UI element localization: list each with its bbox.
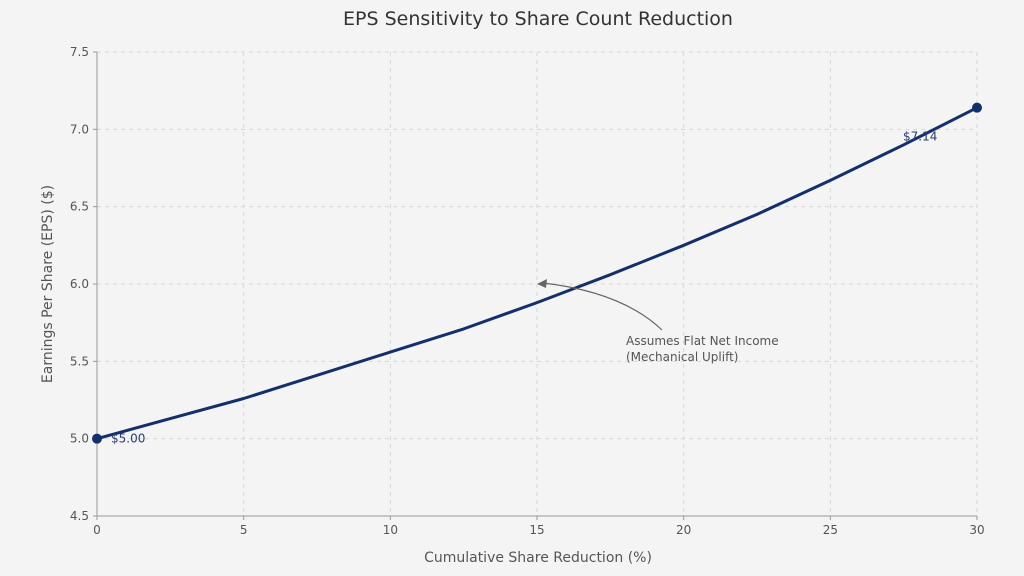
ticks: 0 5 10 15 20 25 30 4.5 5.0 5.5 6.0 6.5 7.0 7.5 <box>70 45 985 537</box>
series-layer: $5.00 $7.14 <box>92 102 982 446</box>
x-tick-label: 25 <box>823 523 838 537</box>
x-tick-label: 0 <box>93 523 101 537</box>
x-axis-label: Cumulative Share Reduction (%) <box>424 550 652 566</box>
x-tick-label: 10 <box>383 523 398 537</box>
y-tick-label: 6.5 <box>70 200 89 214</box>
annotation-text: Assumes Flat Net Income <box>626 334 779 348</box>
y-tick-label: 7.5 <box>70 45 89 59</box>
eps-line <box>95 106 979 441</box>
y-axis-label: Earnings Per Share (EPS) ($) <box>40 185 56 383</box>
y-tick-label: 5.5 <box>70 354 89 368</box>
annotation-arrowhead <box>537 279 547 288</box>
x-tick-label: 30 <box>969 523 984 537</box>
y-tick-label: 5.0 <box>70 432 89 446</box>
start-data-label: $5.00 <box>111 432 145 446</box>
annotation-arrow-line <box>542 282 663 331</box>
y-tick-label: 4.5 <box>70 509 89 523</box>
annotation-text: (Mechanical Uplift) <box>626 350 738 364</box>
x-tick-label: 20 <box>676 523 691 537</box>
start-point-marker <box>92 433 102 444</box>
x-tick-label: 5 <box>240 523 248 537</box>
y-tick-label: 6.0 <box>70 277 89 291</box>
x-tick-label: 15 <box>529 523 544 537</box>
y-tick-label: 7.0 <box>70 122 89 136</box>
chart-title: EPS Sensitivity to Share Count Reduction <box>343 8 733 30</box>
annotation-layer: Assumes Flat Net Income (Mechanical Uplif… <box>537 279 779 364</box>
end-data-label: $7.14 <box>903 130 937 144</box>
end-point-marker <box>972 102 982 113</box>
